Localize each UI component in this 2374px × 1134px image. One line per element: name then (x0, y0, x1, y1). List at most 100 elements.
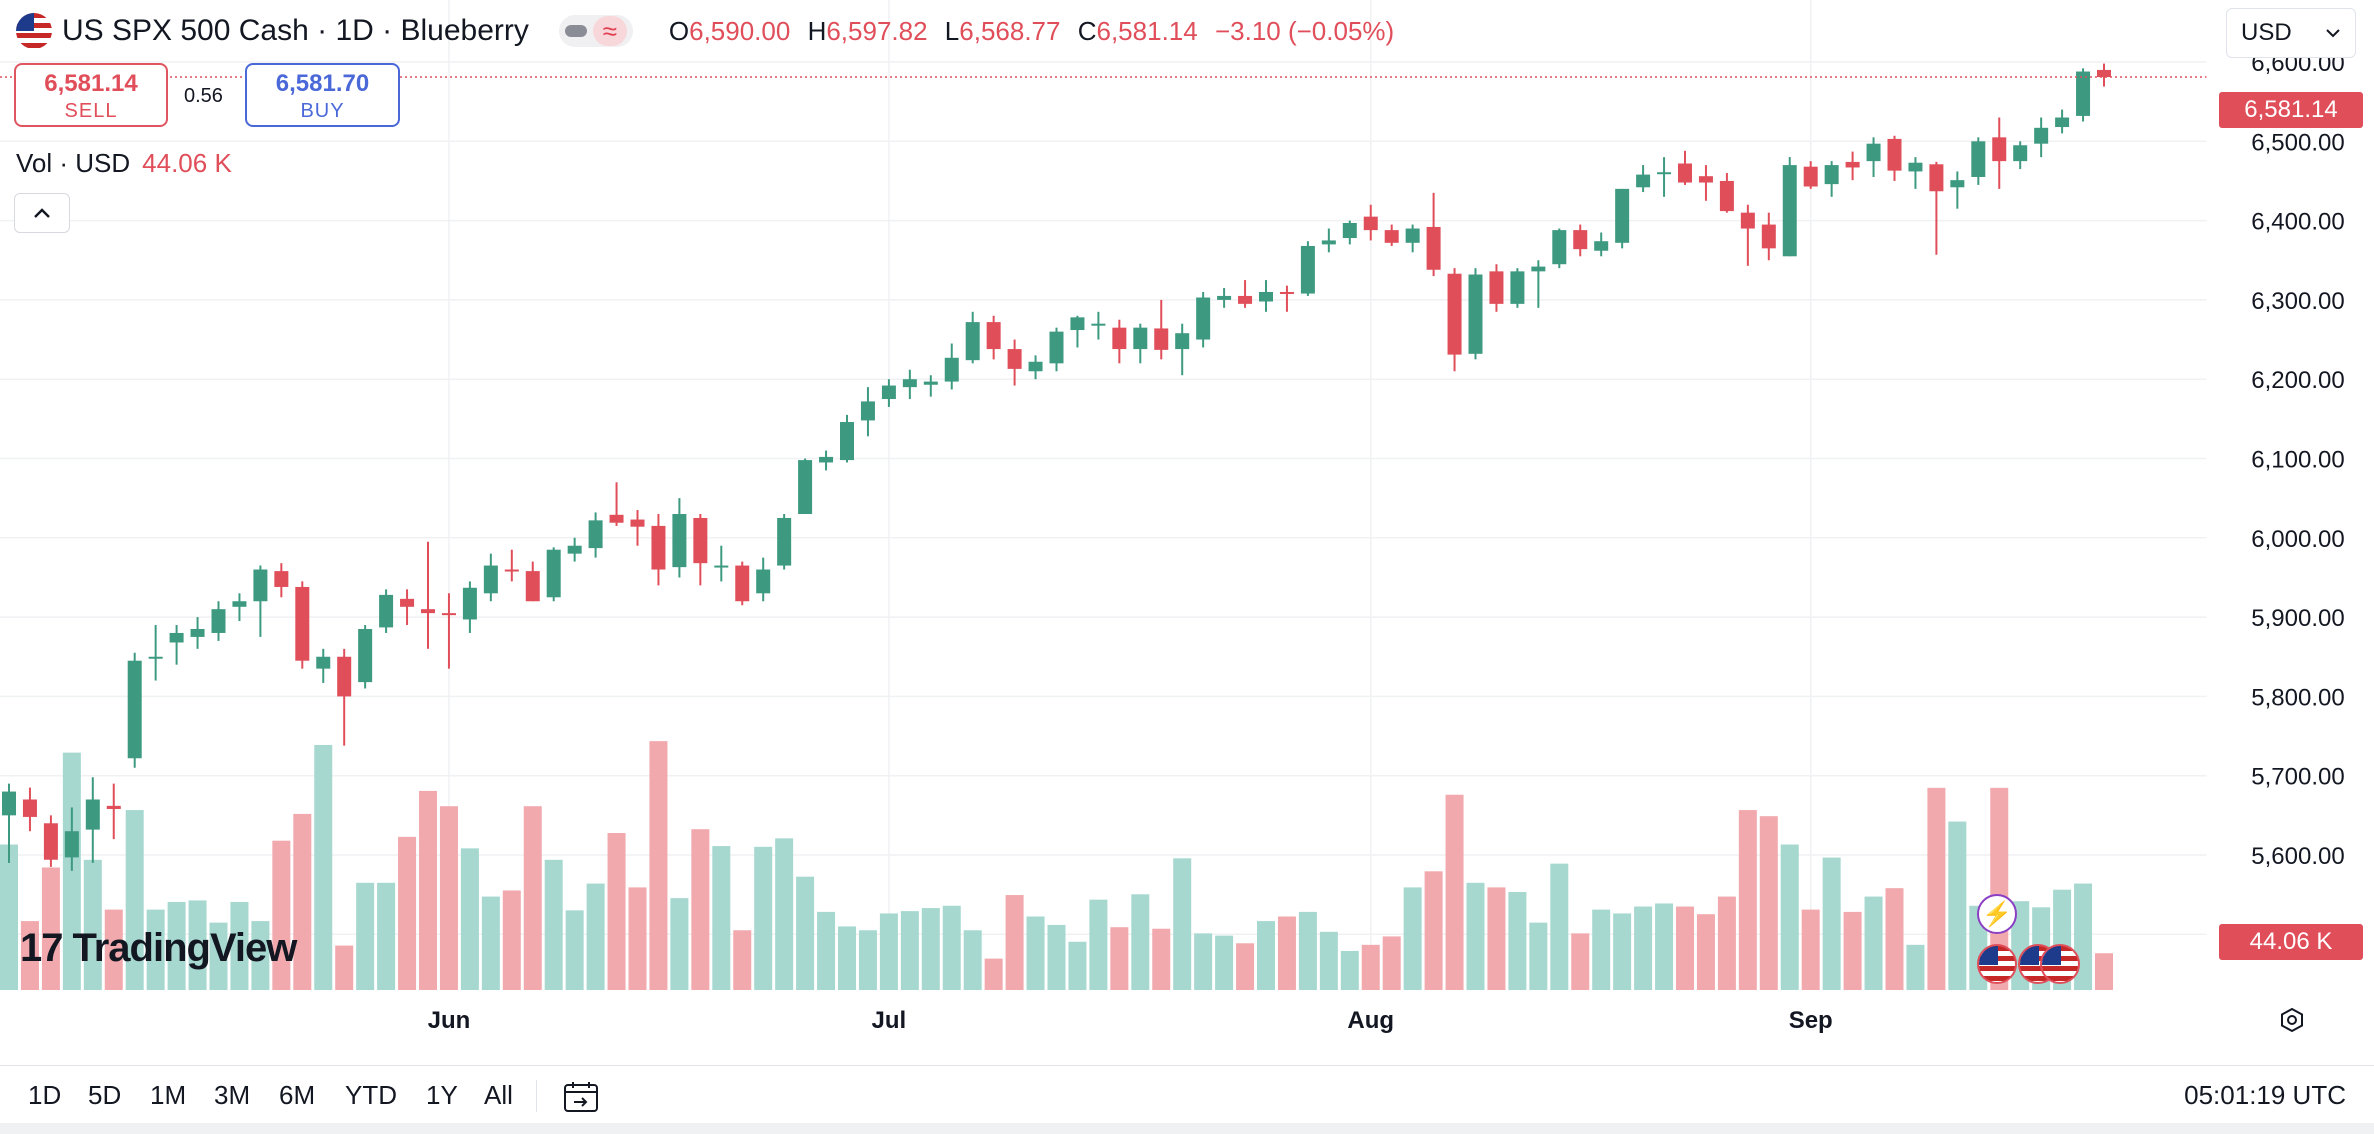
candlestick-chart[interactable]: 6,600.006,500.006,400.006,300.006,200.00… (0, 0, 2374, 1065)
time-axis-label: Jun (428, 1007, 471, 1034)
volume-bar (230, 901, 249, 990)
candle-body (651, 525, 666, 570)
range-1m-button[interactable]: 1M (150, 1079, 187, 1110)
candle-body (462, 587, 477, 620)
candle-body (1636, 174, 1651, 188)
range-ytd-button[interactable]: YTD (345, 1079, 397, 1110)
high-label: H (807, 15, 827, 46)
candle-body (2097, 69, 2111, 78)
us-flag-icon (16, 13, 52, 49)
candle-body (1384, 230, 1399, 243)
indicator-toggle[interactable]: ≈ (558, 15, 633, 47)
volume-bar (1382, 936, 1401, 990)
spread-value: 0.56 (184, 85, 223, 107)
candle-body (1049, 331, 1064, 364)
buy-label: BUY (300, 100, 345, 122)
us-event-flag-icon[interactable] (2040, 944, 2080, 984)
volume-bar (1215, 935, 1234, 990)
volume-bar (1550, 863, 1569, 990)
candle-body (400, 598, 415, 607)
low-value: 6,568.77 (959, 15, 1061, 46)
volume-bar (1068, 941, 1087, 990)
candle-body (1300, 245, 1315, 294)
volume-bar (20, 921, 39, 990)
price-tick-label: 5,900.00 (2251, 605, 2344, 632)
tradingview-wordmark: TradingView (72, 926, 298, 970)
price-tick-label: 6,300.00 (2251, 288, 2344, 315)
candle-body (1761, 224, 1776, 249)
volume-bar (1927, 787, 1946, 990)
candle-body (127, 660, 142, 759)
candle-body (232, 601, 247, 607)
candle-body (1824, 165, 1839, 185)
lightning-event-icon[interactable]: ⚡ (1977, 894, 2017, 934)
us-event-flag-icon[interactable] (1977, 944, 2017, 984)
volume-bar (125, 810, 144, 990)
volume-bar (942, 905, 961, 990)
chevron-up-icon (34, 208, 50, 218)
candle-body (483, 565, 498, 594)
volume-bar (733, 930, 752, 990)
volume-bar (1655, 903, 1674, 990)
currency-select[interactable]: USD (2226, 8, 2356, 58)
candle-body (944, 357, 959, 382)
volume-legend: Vol · USD 44.06 K (16, 148, 232, 179)
volume-bar (1508, 891, 1527, 990)
symbol-title[interactable]: US SPX 500 Cash · 1D · Blueberry (62, 14, 529, 47)
utc-clock[interactable]: 05:01:19 UTC (2184, 1079, 2346, 1110)
candle-body (1887, 138, 1902, 171)
candle-body (777, 517, 792, 566)
volume-bar (607, 833, 626, 990)
candle-body (1992, 137, 2007, 162)
tradingview-logo[interactable]: 17 TradingView (20, 926, 298, 971)
close-label: C (1077, 15, 1097, 46)
volume-bar (1717, 896, 1736, 990)
volume-bar (1298, 911, 1317, 990)
range-1d-button[interactable]: 1D (28, 1079, 62, 1110)
ohlc-legend: O6,590.00 H6,597.82 L6,568.77 C6,581.14 … (669, 16, 1394, 47)
candle-body (1971, 141, 1986, 177)
sell-button[interactable]: 6,581.14 SELL (14, 63, 168, 127)
candle-body (546, 549, 561, 598)
candle-body (274, 571, 289, 587)
candle-body (735, 565, 750, 602)
candle-body (1363, 216, 1378, 231)
currency-select-value: USD (2241, 19, 2292, 46)
collapse-legend-button[interactable] (14, 193, 70, 233)
volume-bar (1529, 922, 1548, 990)
volume-bar (1236, 943, 1255, 990)
chart-area[interactable]: 6,600.00 6,500.00 6,400.00 6,300.00 6,200.00… (0, 0, 2374, 1065)
scale-settings-icon[interactable] (2278, 1006, 2306, 1041)
candle-body (1342, 222, 1357, 239)
volume-bar (817, 911, 836, 990)
buy-button[interactable]: 6,581.70 BUY (245, 63, 400, 127)
candle-body (630, 519, 645, 527)
volume-bar (83, 859, 102, 990)
volume-bar (1822, 857, 1841, 990)
candle-body (504, 569, 519, 572)
sell-price: 6,581.14 (44, 70, 138, 97)
price-tick-label: 5,800.00 (2251, 684, 2344, 711)
last-price-tag: 6,581.14 (2219, 92, 2363, 128)
candle-body (1112, 327, 1127, 350)
range-1y-button[interactable]: 1Y (426, 1079, 458, 1110)
volume-bar (1864, 896, 1883, 990)
approx-icon[interactable]: ≈ (592, 16, 627, 46)
volume-bar (1131, 894, 1150, 990)
range-3m-button[interactable]: 3M (214, 1079, 251, 1110)
range-all-button[interactable]: All (484, 1079, 513, 1110)
candle-body (22, 799, 37, 817)
volume-bar (1613, 913, 1632, 990)
minus-icon[interactable] (564, 25, 587, 37)
range-5d-button[interactable]: 5D (88, 1079, 122, 1110)
volume-bar (2095, 953, 2113, 990)
range-6m-button[interactable]: 6M (279, 1079, 316, 1110)
volume-tag: 44.06 K (2219, 924, 2363, 960)
candle-body (1238, 295, 1253, 304)
candle-body (1279, 291, 1294, 294)
volume-bar (502, 890, 521, 990)
calendar-goto-icon[interactable] (562, 1080, 602, 1114)
candle-body (295, 586, 310, 661)
candle-body (421, 609, 435, 614)
candle-body (1489, 271, 1504, 304)
